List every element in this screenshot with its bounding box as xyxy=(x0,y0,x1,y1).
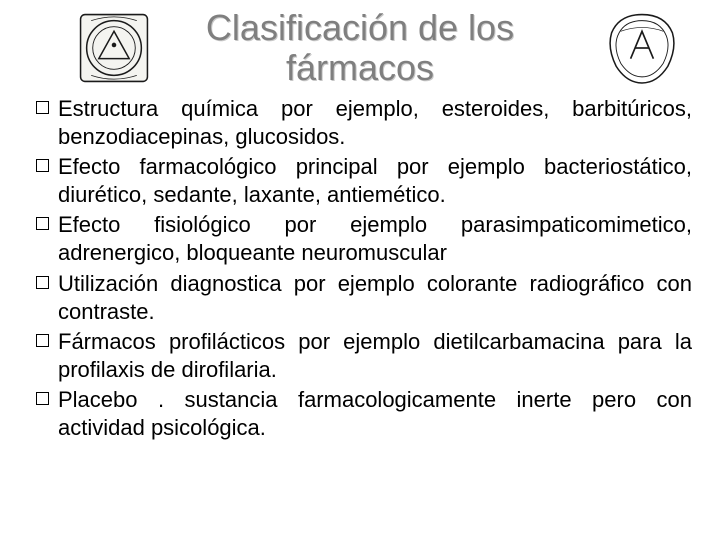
list-item-text: Placebo . sustancia farmacologicamente i… xyxy=(58,387,692,440)
list-item: Fármacos profilácticos por ejemplo dieti… xyxy=(28,328,692,384)
bullet-list: Estructura química por ejemplo, esteroid… xyxy=(28,95,692,443)
square-bullet-icon xyxy=(36,276,49,289)
square-bullet-icon xyxy=(36,392,49,405)
page-title: Clasificación de los fármacos xyxy=(206,8,514,89)
list-item: Estructura química por ejemplo, esteroid… xyxy=(28,95,692,151)
list-item-text: Utilización diagnostica por ejemplo colo… xyxy=(58,271,692,324)
list-item: Efecto farmacológico principal por ejemp… xyxy=(28,153,692,209)
list-item: Efecto fisiológico por ejemplo parasimpa… xyxy=(28,211,692,267)
list-item: Utilización diagnostica por ejemplo colo… xyxy=(28,270,692,326)
list-item-text: Estructura química por ejemplo, esteroid… xyxy=(58,96,692,149)
seal-right-icon xyxy=(604,10,680,86)
list-item-text: Fármacos profilácticos por ejemplo dieti… xyxy=(58,329,692,382)
square-bullet-icon xyxy=(36,159,49,172)
list-item: Placebo . sustancia farmacologicamente i… xyxy=(28,386,692,442)
square-bullet-icon xyxy=(36,217,49,230)
list-item-text: Efecto farmacológico principal por ejemp… xyxy=(58,154,692,207)
title-line-1: Clasificación de los xyxy=(206,7,514,48)
list-item-text: Efecto fisiológico por ejemplo parasimpa… xyxy=(58,212,692,265)
slide-container: Clasificación de los fármacos Estructura… xyxy=(0,0,720,540)
seal-left-icon xyxy=(76,10,152,86)
header: Clasificación de los fármacos xyxy=(28,8,692,89)
square-bullet-icon xyxy=(36,334,49,347)
title-line-2: fármacos xyxy=(286,47,434,88)
square-bullet-icon xyxy=(36,101,49,114)
